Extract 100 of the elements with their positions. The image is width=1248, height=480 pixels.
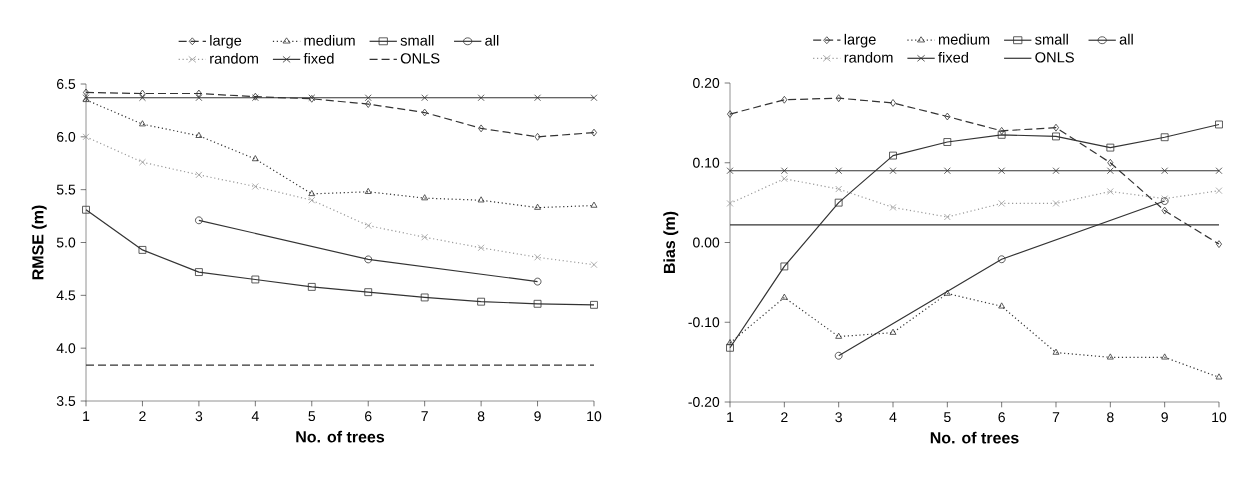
y-axis-title: Bias (m) bbox=[663, 211, 679, 273]
point bbox=[139, 158, 146, 166]
point bbox=[477, 297, 485, 306]
y-tick-label: -0.10 bbox=[688, 317, 720, 328]
point bbox=[889, 204, 897, 211]
point bbox=[1052, 348, 1060, 355]
x-tick-label: 8 bbox=[477, 411, 485, 422]
point bbox=[726, 343, 734, 352]
y-tick-label: 0.00 bbox=[693, 237, 720, 248]
point bbox=[834, 351, 843, 360]
point bbox=[251, 183, 259, 190]
point bbox=[835, 332, 843, 339]
legend-label: fixed bbox=[303, 53, 334, 64]
legend-label: all bbox=[485, 34, 499, 46]
point bbox=[195, 171, 203, 179]
point bbox=[364, 94, 372, 102]
point bbox=[533, 299, 542, 308]
point bbox=[944, 112, 951, 121]
y-tick-label: 6.5 bbox=[56, 79, 76, 89]
x-axis-title: No. of trees bbox=[930, 431, 1019, 444]
y-tick-label: 6.0 bbox=[56, 131, 76, 142]
point bbox=[889, 151, 897, 160]
point bbox=[477, 94, 485, 102]
point bbox=[195, 89, 202, 98]
point bbox=[998, 200, 1006, 207]
legend-label: ONLS bbox=[1035, 52, 1074, 63]
point bbox=[590, 300, 598, 309]
y-tick-label: 3.5 bbox=[56, 396, 76, 406]
point bbox=[195, 94, 203, 102]
point bbox=[780, 262, 789, 271]
legend-label: small bbox=[400, 34, 434, 46]
point bbox=[139, 120, 146, 127]
point bbox=[726, 339, 734, 346]
point bbox=[307, 283, 316, 291]
point bbox=[195, 268, 203, 276]
x-tick-label: 2 bbox=[781, 412, 788, 423]
point bbox=[998, 167, 1006, 175]
point bbox=[195, 131, 203, 138]
x-tick-label: 5 bbox=[308, 411, 316, 422]
x-tick-label: 6 bbox=[365, 411, 372, 422]
point bbox=[943, 289, 951, 296]
point bbox=[364, 187, 372, 194]
point bbox=[1106, 143, 1115, 152]
x-tick-label: 6 bbox=[998, 412, 1005, 423]
legend-label: all bbox=[1119, 33, 1133, 45]
point bbox=[780, 167, 788, 175]
point bbox=[251, 155, 259, 162]
point bbox=[835, 185, 843, 193]
point bbox=[364, 255, 373, 264]
point bbox=[534, 203, 541, 210]
point bbox=[943, 213, 951, 221]
x-tick-label: 10 bbox=[587, 411, 602, 422]
point bbox=[835, 94, 842, 103]
y-tick-label: 0.20 bbox=[693, 78, 720, 88]
x-tick-label: 9 bbox=[534, 411, 541, 422]
point bbox=[997, 255, 1006, 264]
point bbox=[781, 95, 788, 104]
point bbox=[997, 130, 1006, 139]
point bbox=[251, 275, 260, 284]
x-tick-label: 7 bbox=[1052, 412, 1060, 422]
point bbox=[1052, 132, 1060, 141]
point bbox=[534, 94, 541, 102]
x-tick-label: 4 bbox=[251, 411, 259, 421]
point bbox=[590, 201, 598, 208]
point bbox=[1215, 167, 1223, 175]
x-tick-label: 3 bbox=[835, 412, 842, 423]
point bbox=[590, 94, 598, 102]
point bbox=[998, 126, 1005, 135]
x-tick-label: 9 bbox=[1161, 412, 1168, 423]
point bbox=[139, 94, 146, 102]
point bbox=[421, 233, 429, 241]
point bbox=[726, 200, 734, 207]
point bbox=[1215, 240, 1222, 248]
legend-label: fixed bbox=[938, 51, 969, 63]
x-tick-label: 1 bbox=[83, 411, 90, 421]
legend-label: random bbox=[844, 51, 893, 63]
point bbox=[890, 99, 896, 107]
point bbox=[534, 253, 541, 261]
point bbox=[727, 110, 734, 118]
x-tick-label: 7 bbox=[421, 411, 428, 421]
point bbox=[1215, 187, 1223, 195]
point bbox=[477, 244, 485, 252]
point bbox=[82, 205, 90, 214]
point bbox=[308, 190, 316, 197]
point bbox=[943, 138, 952, 146]
point bbox=[998, 302, 1006, 309]
point bbox=[478, 124, 485, 133]
x-tick-label: 5 bbox=[944, 412, 951, 423]
legend-label: ONLS bbox=[400, 53, 440, 64]
point bbox=[1215, 120, 1223, 129]
legend-label: medium bbox=[938, 33, 990, 45]
point bbox=[83, 88, 90, 97]
x-tick-label: 10 bbox=[1212, 412, 1227, 423]
point bbox=[1106, 188, 1114, 195]
point bbox=[533, 277, 542, 286]
legend-label: large bbox=[844, 33, 876, 48]
y-tick-label: 0.10 bbox=[693, 157, 720, 168]
point bbox=[943, 167, 951, 175]
point bbox=[780, 175, 788, 183]
x-tick-label: 1 bbox=[727, 412, 734, 422]
